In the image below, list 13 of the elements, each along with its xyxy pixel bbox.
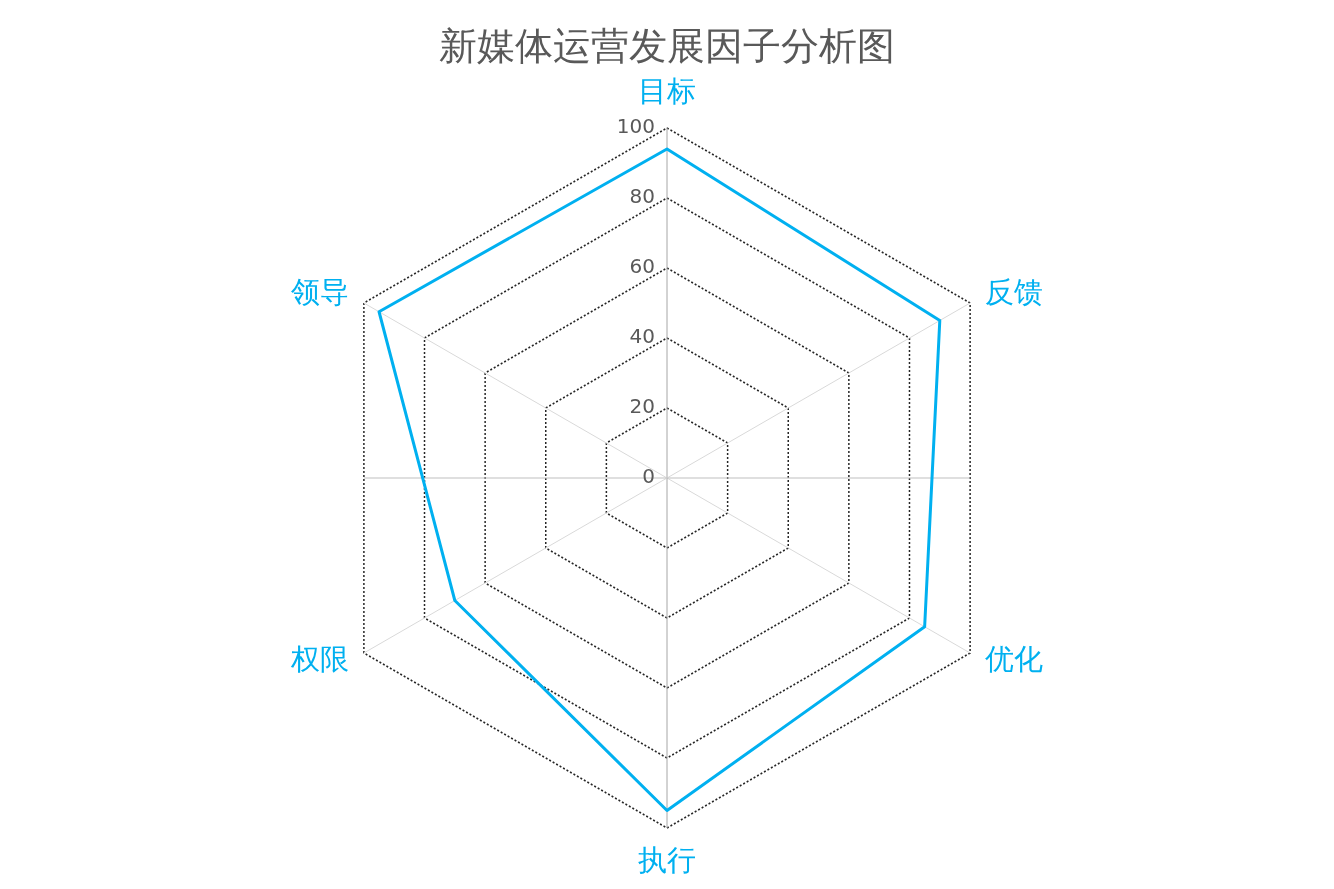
y-tick-label: 80 xyxy=(629,184,655,209)
chart-title: 新媒体运营发展因子分析图 xyxy=(439,23,895,68)
y-tick-label: 20 xyxy=(629,394,655,419)
y-tick-label: 40 xyxy=(629,324,655,349)
spoke-label: 执行 xyxy=(638,843,696,878)
spoke-label: 权限 xyxy=(290,642,350,677)
y-tick-label: 100 xyxy=(616,114,655,139)
spoke-label: 反馈 xyxy=(984,275,1043,310)
spoke-label: 领导 xyxy=(291,275,350,310)
spoke-label: 目标 xyxy=(638,74,696,109)
y-tick-label: 60 xyxy=(629,254,655,279)
y-tick-label: 0 xyxy=(642,464,655,489)
spoke-label: 优化 xyxy=(984,642,1043,677)
